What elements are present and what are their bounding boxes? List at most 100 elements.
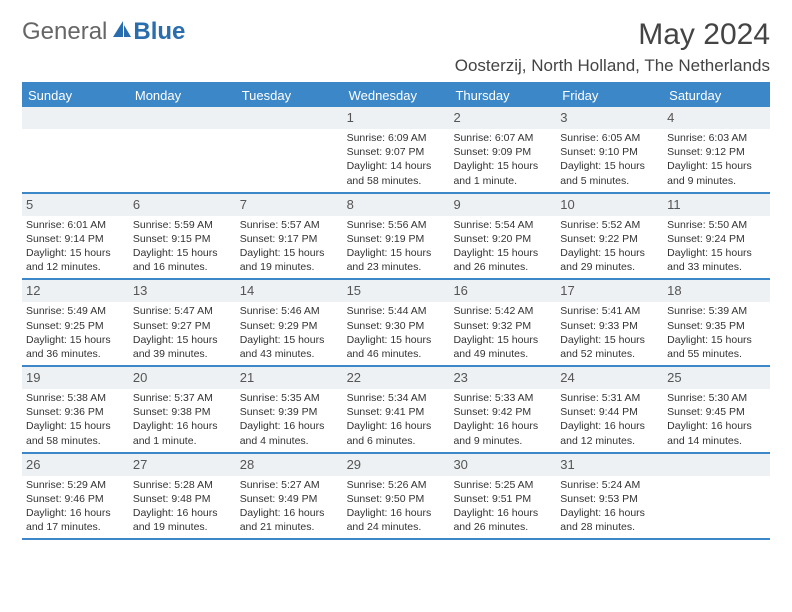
day-cell: 9Sunrise: 5:54 AMSunset: 9:20 PMDaylight… [449, 194, 556, 279]
sunset-text: Sunset: 9:14 PM [26, 232, 125, 246]
sunrise-text: Sunrise: 6:03 AM [667, 131, 766, 145]
sunrise-text: Sunrise: 5:34 AM [347, 391, 446, 405]
day-number: 12 [26, 283, 40, 298]
sunset-text: Sunset: 9:07 PM [347, 145, 446, 159]
day-details: Sunrise: 6:05 AMSunset: 9:10 PMDaylight:… [560, 131, 659, 188]
page-header: General Blue May 2024 Oosterzij, North H… [22, 18, 770, 76]
day-number-row: 6 [129, 194, 236, 216]
sunrise-text: Sunrise: 5:29 AM [26, 478, 125, 492]
daylight-text: Daylight: 15 hours and 19 minutes. [240, 246, 339, 274]
day-number: 22 [347, 370, 361, 385]
sunset-text: Sunset: 9:53 PM [560, 492, 659, 506]
day-cell: 21Sunrise: 5:35 AMSunset: 9:39 PMDayligh… [236, 367, 343, 452]
month-title: May 2024 [455, 18, 770, 52]
day-details: Sunrise: 6:09 AMSunset: 9:07 PMDaylight:… [347, 131, 446, 188]
sunrise-text: Sunrise: 5:52 AM [560, 218, 659, 232]
sunset-text: Sunset: 9:20 PM [453, 232, 552, 246]
day-number: 13 [133, 283, 147, 298]
day-number-row: 5 [22, 194, 129, 216]
day-cell: 5 Sunrise: 6:01 AMSunset: 9:14 PMDaylight… [22, 194, 129, 279]
day-details: Sunrise: 5:27 AMSunset: 9:49 PMDaylight:… [240, 478, 339, 535]
daylight-text: Daylight: 15 hours and 29 minutes. [560, 246, 659, 274]
daylight-text: Daylight: 16 hours and 28 minutes. [560, 506, 659, 534]
sunrise-text: Sunrise: 6:01 AM [26, 218, 125, 232]
daylight-text: Daylight: 15 hours and 49 minutes. [453, 333, 552, 361]
daylight-text: Daylight: 16 hours and 9 minutes. [453, 419, 552, 447]
logo: General Blue [22, 18, 185, 46]
sunset-text: Sunset: 9:17 PM [240, 232, 339, 246]
sunset-text: Sunset: 9:24 PM [667, 232, 766, 246]
day-number: 10 [560, 197, 574, 212]
day-details: Sunrise: 5:39 AMSunset: 9:35 PMDaylight:… [667, 304, 766, 361]
day-number: 8 [347, 197, 354, 212]
day-number: 26 [26, 457, 40, 472]
day-details: Sunrise: 5:26 AMSunset: 9:50 PMDaylight:… [347, 478, 446, 535]
sunset-text: Sunset: 9:32 PM [453, 319, 552, 333]
sunrise-text: Sunrise: 5:26 AM [347, 478, 446, 492]
sunrise-text: Sunrise: 5:47 AM [133, 304, 232, 318]
day-number: 11 [667, 197, 681, 212]
location: Oosterzij, North Holland, The Netherland… [455, 56, 770, 76]
day-cell: 15Sunrise: 5:44 AMSunset: 9:30 PMDayligh… [343, 280, 450, 365]
day-number-row: 4 [663, 107, 770, 129]
sunset-text: Sunset: 9:10 PM [560, 145, 659, 159]
day-cell: 18Sunrise: 5:39 AMSunset: 9:35 PMDayligh… [663, 280, 770, 365]
day-number: 2 [453, 110, 460, 125]
daylight-text: Daylight: 14 hours and 58 minutes. [347, 159, 446, 187]
day-details: Sunrise: 5:30 AMSunset: 9:45 PMDaylight:… [667, 391, 766, 448]
day-cell: 20Sunrise: 5:37 AMSunset: 9:38 PMDayligh… [129, 367, 236, 452]
day-number: 6 [133, 197, 140, 212]
day-number: 9 [453, 197, 460, 212]
day-number-row: 12 [22, 280, 129, 302]
day-number-row: 25 [663, 367, 770, 389]
day-number: 31 [560, 457, 574, 472]
calendar: SundayMondayTuesdayWednesdayThursdayFrid… [22, 82, 770, 540]
sunrise-text: Sunrise: 5:28 AM [133, 478, 232, 492]
day-number-row: 21 [236, 367, 343, 389]
day-number: 28 [240, 457, 254, 472]
day-number: 21 [240, 370, 254, 385]
day-number-row: 7 [236, 194, 343, 216]
daylight-text: Daylight: 15 hours and 23 minutes. [347, 246, 446, 274]
daylight-text: Daylight: 15 hours and 5 minutes. [560, 159, 659, 187]
day-number: 15 [347, 283, 361, 298]
week-row: ...1Sunrise: 6:09 AMSunset: 9:07 PMDayli… [22, 107, 770, 194]
logo-text-2: Blue [133, 18, 185, 46]
sunrise-text: Sunrise: 5:37 AM [133, 391, 232, 405]
daylight-text: Daylight: 16 hours and 26 minutes. [453, 506, 552, 534]
daylight-text: Daylight: 15 hours and 33 minutes. [667, 246, 766, 274]
day-cell: . [663, 454, 770, 539]
day-cell: 4Sunrise: 6:03 AMSunset: 9:12 PMDaylight… [663, 107, 770, 192]
sunset-text: Sunset: 9:25 PM [26, 319, 125, 333]
sunrise-text: Sunrise: 5:38 AM [26, 391, 125, 405]
daylight-text: Daylight: 15 hours and 52 minutes. [560, 333, 659, 361]
sunset-text: Sunset: 9:19 PM [347, 232, 446, 246]
day-number-row: . [129, 107, 236, 129]
day-number: 19 [26, 370, 40, 385]
day-details: Sunrise: 5:25 AMSunset: 9:51 PMDaylight:… [453, 478, 552, 535]
day-number: 17 [560, 283, 574, 298]
day-cell: 23Sunrise: 5:33 AMSunset: 9:42 PMDayligh… [449, 367, 556, 452]
day-number-row: 28 [236, 454, 343, 476]
day-number-row: 10 [556, 194, 663, 216]
day-number: 16 [453, 283, 467, 298]
sunset-text: Sunset: 9:41 PM [347, 405, 446, 419]
week-row: 5Sunrise: 6:01 AMSunset: 9:14 PMDaylight… [22, 194, 770, 281]
day-number-row: 30 [449, 454, 556, 476]
sunset-text: Sunset: 9:27 PM [133, 319, 232, 333]
sunrise-text: Sunrise: 5:41 AM [560, 304, 659, 318]
daylight-text: Daylight: 15 hours and 12 minutes. [26, 246, 125, 274]
day-details: Sunrise: 5:31 AMSunset: 9:44 PMDaylight:… [560, 391, 659, 448]
day-cell: 12Sunrise: 5:49 AMSunset: 9:25 PMDayligh… [22, 280, 129, 365]
day-details: Sunrise: 5:56 AMSunset: 9:19 PMDaylight:… [347, 218, 446, 275]
sunset-text: Sunset: 9:44 PM [560, 405, 659, 419]
week-row: 19Sunrise: 5:38 AMSunset: 9:36 PMDayligh… [22, 367, 770, 454]
day-cell: 31Sunrise: 5:24 AMSunset: 9:53 PMDayligh… [556, 454, 663, 539]
day-cell: . [22, 107, 129, 192]
day-cell: 1Sunrise: 6:09 AMSunset: 9:07 PMDaylight… [343, 107, 450, 192]
day-number-row: 26 [22, 454, 129, 476]
day-number-row: 18 [663, 280, 770, 302]
sunrise-text: Sunrise: 5:49 AM [26, 304, 125, 318]
sunrise-text: Sunrise: 5:25 AM [453, 478, 552, 492]
daylight-text: Daylight: 15 hours and 58 minutes. [26, 419, 125, 447]
